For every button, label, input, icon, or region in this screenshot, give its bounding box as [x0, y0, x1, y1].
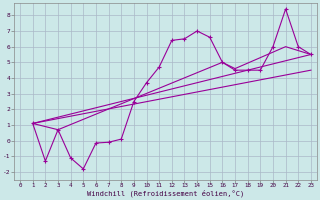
X-axis label: Windchill (Refroidissement éolien,°C): Windchill (Refroidissement éolien,°C) [87, 190, 244, 197]
